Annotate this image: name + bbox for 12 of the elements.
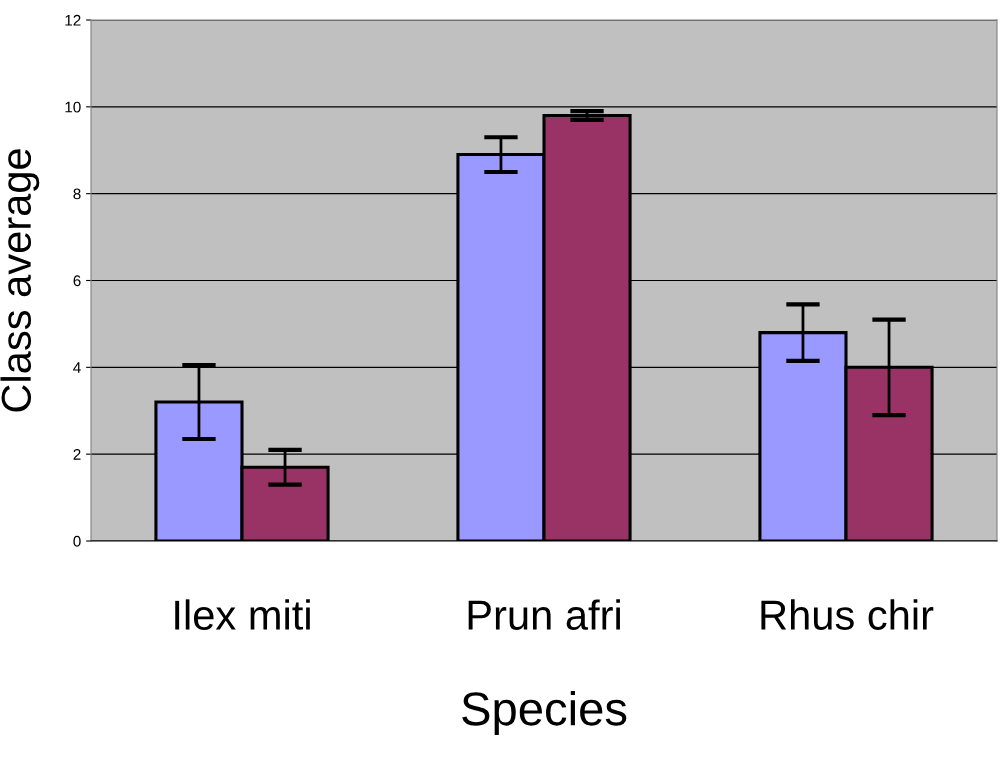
x-tick-label: Rhus chir <box>761 599 934 630</box>
y-tick-label: 6 <box>73 275 81 287</box>
x-tick-label: Ilex miti <box>175 599 310 630</box>
x-tick-label: Prun afri <box>468 599 620 630</box>
y-tick-label: 12 <box>65 14 81 26</box>
y-tick-label: 0 <box>73 535 81 547</box>
y-tick-label: 2 <box>73 449 81 460</box>
y-tick-label: 4 <box>73 362 81 373</box>
y-tick-label: 10 <box>65 101 81 113</box>
y-axis-title: Class average <box>0 149 40 412</box>
x-axis-title: Species <box>462 690 627 735</box>
y-tick-label: 8 <box>73 188 81 200</box>
